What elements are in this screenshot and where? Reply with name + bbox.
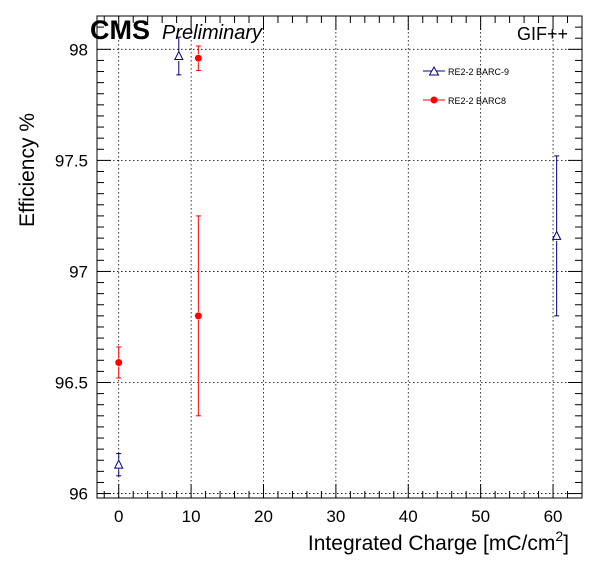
y-axis-title: Efficiency % [16,113,39,227]
experiment-label: CMS [90,15,150,45]
data-point-barc9 [113,453,124,477]
y-tick-label: 97 [69,262,88,281]
data-marker-circle [115,359,123,367]
y-tick-label: 97.5 [55,151,88,170]
y-tick-label: 96 [69,485,88,504]
legend-label-barc8: RE2-2 BARC8 [448,96,506,106]
x-tick-label: 60 [544,507,563,526]
data-point-barc8 [194,45,202,71]
data-marker-triangle [113,459,124,469]
x-axis-title-end: ] [563,532,569,555]
legend: RE2-2 BARC-9 RE2-2 BARC8 [423,65,509,106]
plot-frame [96,15,583,499]
x-tick-label: 10 [182,507,201,526]
data-point-barc9 [173,36,184,76]
x-tick-label: 50 [471,507,490,526]
facility-label: GIF++ [517,24,568,44]
grid [97,16,582,498]
data-point-barc8 [115,346,123,379]
x-axis-title-superscript: 2 [555,528,563,544]
y-tick-label: 96.5 [55,373,88,392]
x-tick-label: 40 [399,507,418,526]
x-axis-title-main: Integrated Charge [mC/cm [308,532,555,555]
data-marker-triangle [173,50,184,60]
legend-circle-icon [430,96,438,104]
data-point-barc8 [194,215,202,417]
data-point-barc9 [551,155,562,317]
x-tick-labels: 0 10 20 30 40 50 60 [114,507,563,526]
y-tick-label: 98 [69,40,88,59]
legend-triangle-icon [428,65,440,76]
axis-ticks [97,15,583,498]
y-tick-labels: 96 96.5 97 97.5 98 [55,40,88,503]
data-marker-circle [194,312,202,320]
x-tick-label: 20 [254,507,273,526]
status-label: Preliminary [162,22,263,44]
x-axis-title: Integrated Charge [mC/cm2] [308,528,569,555]
data-points [113,36,562,477]
x-tick-label: 0 [114,507,123,526]
legend-label-barc9: RE2-2 BARC-9 [448,67,509,77]
data-marker-circle [194,54,202,62]
data-marker-triangle [551,230,562,240]
x-tick-label: 30 [326,507,345,526]
